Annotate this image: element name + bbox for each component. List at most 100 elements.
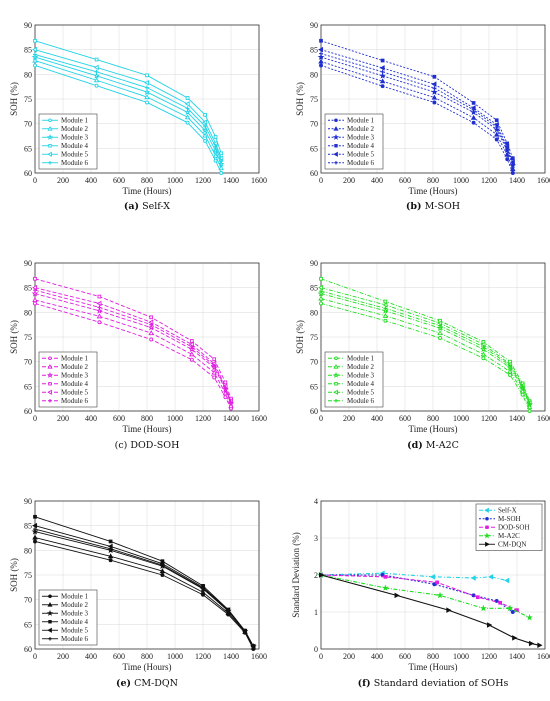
plot-frame: [34, 262, 260, 412]
data-point: [380, 84, 385, 89]
data-point: [493, 126, 501, 133]
legend-label: DOD-SOH: [498, 524, 530, 532]
data-point: [212, 357, 217, 362]
data-point: [510, 166, 516, 172]
data-point: [32, 534, 38, 540]
legend-item: Module 6: [42, 635, 89, 643]
y-tick-label: 0: [314, 645, 318, 654]
series-module-1: [319, 63, 515, 175]
legend-item: Module 4: [42, 142, 89, 150]
series-module-2: [32, 57, 224, 171]
legend-box: [38, 351, 98, 408]
chart-panel-f: 0 200 400 600 800 1000 1200 1400 1600 0 1 2 3 4 Time (…: [291, 497, 550, 689]
data-point: [382, 307, 389, 314]
x-tick-label: 1600: [537, 652, 550, 661]
data-point: [332, 371, 340, 378]
data-point: [184, 108, 191, 116]
data-point: [32, 46, 38, 53]
data-point: [185, 106, 190, 111]
legend-item: Module 4: [42, 380, 89, 388]
data-point: [48, 118, 52, 123]
legend-item: Module 4: [42, 618, 89, 626]
series-module-6: [33, 288, 233, 405]
data-point: [504, 151, 510, 157]
x-tick-label: 400: [85, 176, 97, 185]
data-point: [494, 125, 499, 130]
data-point: [203, 124, 208, 129]
data-point: [333, 126, 339, 131]
x-axis-label: Time (Hours): [409, 424, 458, 434]
data-point: [47, 364, 53, 369]
legend-item: Module 5: [42, 389, 89, 397]
legend-item: Module 2: [42, 125, 89, 133]
x-tick-label: 600: [113, 652, 125, 661]
data-point: [317, 290, 325, 297]
legend-label: CM-DQN: [498, 541, 526, 549]
series-cm-dqn: [318, 572, 543, 649]
x-tick-label: 600: [399, 414, 411, 423]
legend-box: [324, 351, 384, 408]
data-point: [334, 398, 338, 403]
x-axis-label: Time (Hours): [409, 662, 458, 672]
x-tick-label: 1400: [509, 652, 525, 661]
legend-item: Module 5: [42, 151, 89, 159]
data-point: [33, 514, 37, 519]
legend-item: Module 5: [328, 151, 375, 159]
y-tick-label: 80: [310, 70, 318, 79]
data-point: [520, 384, 525, 389]
series-line: [320, 574, 518, 611]
data-point: [508, 363, 512, 368]
data-point: [97, 305, 102, 310]
data-point: [148, 330, 154, 336]
y-tick-label: 85: [24, 284, 32, 293]
x-tick-label: 1400: [223, 414, 239, 423]
data-point: [537, 642, 543, 649]
series-module-3: [317, 290, 533, 408]
caption-text: M-A2C: [423, 440, 459, 451]
data-point: [212, 152, 219, 158]
y-tick-label: 90: [24, 497, 32, 506]
data-point: [201, 586, 205, 591]
series-module-2: [318, 295, 533, 410]
y-tick-label: 70: [310, 120, 318, 129]
data-point: [229, 400, 233, 405]
legend-label: Self-X: [498, 507, 517, 515]
legend-label: Module 2: [61, 125, 89, 133]
legend-label: Module 1: [61, 593, 89, 601]
data-point: [108, 546, 113, 551]
x-tick-label: 400: [85, 652, 97, 661]
legend-label: Module 5: [61, 627, 89, 635]
y-tick-label: 65: [310, 382, 318, 391]
data-point: [33, 38, 37, 43]
data-point: [318, 284, 324, 291]
data-point: [438, 323, 442, 328]
data-point: [33, 52, 37, 57]
data-point: [218, 165, 224, 171]
data-point: [379, 65, 385, 71]
data-point: [32, 297, 38, 303]
data-point: [333, 151, 338, 157]
data-point: [494, 118, 499, 123]
legend-label: Module 3: [61, 372, 89, 380]
y-axis-label: SOH (%): [295, 82, 305, 116]
data-point: [189, 357, 194, 362]
data-point: [96, 307, 103, 314]
data-point: [47, 627, 52, 633]
y-tick-label: 85: [24, 522, 32, 531]
data-point: [430, 574, 436, 580]
data-point: [526, 404, 533, 410]
data-point: [446, 607, 452, 613]
series-m-a2c: [317, 571, 533, 621]
data-point: [144, 79, 150, 86]
legend-item: Module 5: [328, 389, 375, 397]
y-tick-label: 90: [24, 259, 32, 268]
caption-label: (d): [407, 440, 423, 451]
data-point: [184, 114, 191, 120]
x-tick-label: 400: [371, 176, 383, 185]
x-tick-label: 400: [85, 414, 97, 423]
legend-label: Module 2: [61, 601, 89, 609]
data-point: [211, 369, 217, 375]
